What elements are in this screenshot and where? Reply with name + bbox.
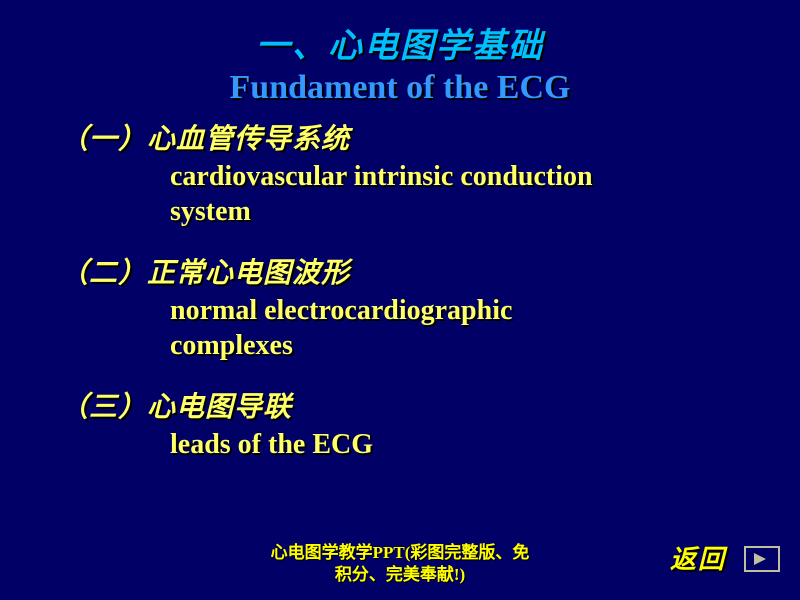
section-1[interactable]: （一）心血管传导系统 cardiovascular intrinsic cond… bbox=[60, 117, 740, 229]
back-button[interactable]: 返回 bbox=[670, 539, 726, 576]
next-slide-button[interactable] bbox=[744, 546, 780, 572]
title-chinese: 一、心电图学基础 bbox=[0, 18, 800, 67]
section-3-chinese: （三）心电图导联 bbox=[60, 385, 740, 425]
footer-line1: 心电图学教学PPT(彩图完整版、免 bbox=[271, 543, 530, 562]
footer-line2: 积分、完美奉献!) bbox=[335, 565, 465, 584]
section-2-en-line1: normal electrocardiographic bbox=[170, 295, 512, 326]
title-english: Fundament of the ECG bbox=[0, 69, 800, 107]
content-area: （一）心血管传导系统 cardiovascular intrinsic cond… bbox=[0, 107, 800, 462]
section-1-en-line2: system bbox=[170, 196, 251, 227]
section-3[interactable]: （三）心电图导联 leads of the ECG bbox=[60, 385, 740, 462]
section-1-chinese: （一）心血管传导系统 bbox=[60, 117, 740, 157]
section-2-en-line2: complexes bbox=[170, 330, 293, 361]
title-block: 一、心电图学基础 Fundament of the ECG bbox=[0, 0, 800, 107]
play-forward-icon bbox=[752, 551, 772, 567]
section-1-english: cardiovascular intrinsic conduction syst… bbox=[60, 159, 740, 229]
section-2-english: normal electrocardiographic complexes bbox=[60, 293, 740, 363]
section-1-en-line1: cardiovascular intrinsic conduction bbox=[170, 161, 593, 192]
section-2[interactable]: （二）正常心电图波形 normal electrocardiographic c… bbox=[60, 251, 740, 363]
section-3-en-line1: leads of the ECG bbox=[170, 429, 373, 460]
section-2-chinese: （二）正常心电图波形 bbox=[60, 251, 740, 291]
section-3-english: leads of the ECG bbox=[60, 427, 740, 462]
